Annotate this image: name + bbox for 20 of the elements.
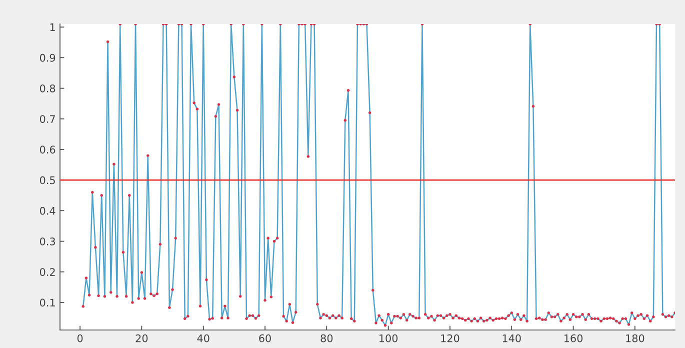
y-tick-label: 0.9 [40,54,56,62]
y-tick-label: 0.3 [40,237,55,246]
y-tick-label: 0.8 [40,84,56,92]
y-tick-label: 0.6 [40,146,56,154]
x-tick-label: 100 [380,334,398,342]
y-tick-label: 1 [50,23,55,32]
x-tick-label: 40 [197,334,210,342]
x-tick-label: 0 [77,334,83,342]
y-tick-label: 0.1 [40,298,55,307]
x-tick-label: 180 [626,334,644,342]
y-tick-label: 0.5 [40,176,55,184]
x-tick-label: 20 [136,334,148,342]
x-tick-label: 140 [502,334,521,342]
x-tick-label: 160 [564,334,583,342]
y-tick-label: 0.4 [40,206,56,215]
x-tick-label: 80 [320,334,333,342]
y-tick-label: 0.2 [40,268,55,276]
x-tick-label: 60 [259,334,271,342]
y-tick-label: 0.7 [40,115,55,123]
x-tick-label: 120 [441,334,460,342]
